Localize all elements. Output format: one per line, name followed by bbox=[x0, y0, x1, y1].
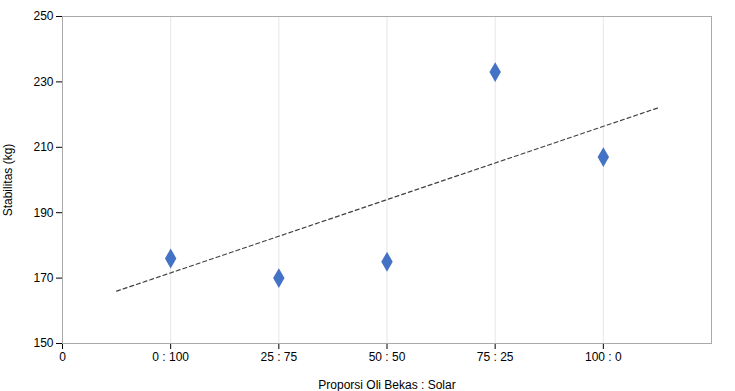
svg-text:0: 0 bbox=[59, 350, 66, 364]
svg-text:Proporsi Oli Bekas : Solar: Proporsi Oli Bekas : Solar bbox=[318, 378, 455, 391]
svg-text:190: 190 bbox=[33, 206, 53, 220]
svg-text:Stabilitas (kg): Stabilitas (kg) bbox=[1, 144, 15, 217]
svg-text:150: 150 bbox=[33, 336, 53, 350]
svg-text:170: 170 bbox=[33, 271, 53, 285]
svg-text:250: 250 bbox=[33, 9, 53, 23]
svg-text:210: 210 bbox=[33, 140, 53, 154]
svg-text:100 : 0: 100 : 0 bbox=[585, 350, 622, 364]
svg-text:25 : 75: 25 : 75 bbox=[260, 350, 297, 364]
svg-text:230: 230 bbox=[33, 75, 53, 89]
svg-text:0 : 100: 0 : 100 bbox=[152, 350, 189, 364]
svg-text:75 : 25: 75 : 25 bbox=[477, 350, 514, 364]
svg-text:50 : 50: 50 : 50 bbox=[369, 350, 406, 364]
